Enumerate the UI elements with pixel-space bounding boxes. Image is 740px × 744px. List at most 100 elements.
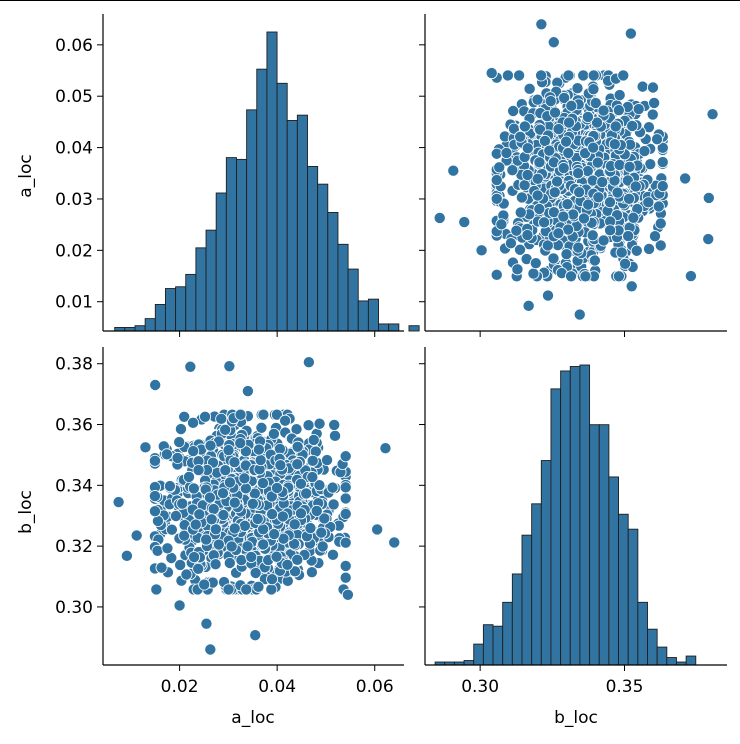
y-tick-label: 0.38 xyxy=(55,355,93,375)
scatter-point xyxy=(490,268,503,281)
y-tick-label: 0.34 xyxy=(55,476,93,496)
x-tick-label: 0.30 xyxy=(461,677,499,697)
scatter-point xyxy=(176,497,189,510)
scatter-point xyxy=(291,440,304,453)
hist-b-loc-bar xyxy=(502,601,513,666)
scatter-point xyxy=(257,408,270,421)
scatter-point xyxy=(608,138,621,151)
hist-a-loc-bar xyxy=(236,158,248,332)
scatter-point xyxy=(228,456,241,469)
scatter-point xyxy=(339,536,352,549)
scatter-point xyxy=(288,537,301,550)
scatter-point xyxy=(531,93,544,106)
scatter-point xyxy=(504,237,517,250)
scatter-point xyxy=(291,553,304,566)
hist-b-loc-bar xyxy=(492,625,504,666)
scatter-point xyxy=(619,257,632,270)
scatter-point xyxy=(558,91,571,104)
scatter-point xyxy=(514,243,527,256)
scatter-point xyxy=(305,566,318,579)
scatter-point xyxy=(339,492,352,505)
scatter-point xyxy=(702,191,715,204)
hist-a-loc-bar xyxy=(357,300,369,332)
scatter-point xyxy=(529,257,542,270)
scatter-point xyxy=(302,356,315,369)
scatter-point xyxy=(533,156,546,169)
scatter-point xyxy=(587,141,600,154)
scatter-point xyxy=(200,533,213,546)
x-tick-label: 0.06 xyxy=(356,677,394,697)
hist-a-loc-bar xyxy=(164,288,177,332)
y-tick-label: 0.06 xyxy=(55,36,93,56)
scatter-point xyxy=(589,97,602,110)
scatter-point xyxy=(234,408,247,421)
scatter-point xyxy=(216,487,229,500)
scatter-point xyxy=(249,566,262,579)
scatter-point xyxy=(294,507,307,520)
scatter-point xyxy=(604,196,617,209)
scatter-point xyxy=(591,116,604,129)
scatter-point xyxy=(178,529,191,542)
scatter-point xyxy=(495,218,508,231)
scatter-point xyxy=(178,410,191,423)
scatter-point xyxy=(521,142,534,155)
scatter-point xyxy=(189,518,202,531)
scatter-point xyxy=(548,186,561,199)
hist-b-loc-bar xyxy=(560,370,571,666)
scatter-point xyxy=(625,280,638,293)
scatter-point xyxy=(327,498,340,511)
scatter-point xyxy=(203,491,216,504)
hist-b-loc-bar xyxy=(550,388,562,666)
scatter-point xyxy=(485,67,498,80)
scatter-point xyxy=(205,513,218,526)
scatter-point xyxy=(475,244,488,257)
hist-b-loc-bar xyxy=(482,624,494,666)
hist-a-loc-bar xyxy=(276,82,288,332)
scatter-point xyxy=(646,108,659,121)
y-tick-label: 0.05 xyxy=(55,87,93,107)
scatter-point xyxy=(560,248,573,261)
scatter-point xyxy=(513,69,526,82)
scatter-point xyxy=(192,562,205,575)
scatter-point xyxy=(281,558,294,571)
scatter-point xyxy=(626,119,639,132)
hist-b-loc-bars xyxy=(434,364,697,666)
hist-b-loc-bar xyxy=(637,601,648,666)
scatter-point xyxy=(642,196,655,209)
scatter-point xyxy=(643,242,656,255)
hist-a-loc-bar xyxy=(317,183,329,332)
scatter-point xyxy=(654,239,667,252)
hist-a-loc-bar xyxy=(256,68,268,332)
scatter-point xyxy=(624,27,637,40)
scatter-point xyxy=(627,211,640,224)
scatter-point xyxy=(612,104,625,117)
scatter-point xyxy=(276,510,289,523)
scatter-point xyxy=(257,538,270,551)
scatter-point xyxy=(266,573,279,586)
hist-a-loc-bar xyxy=(327,212,339,332)
scatter-point xyxy=(541,239,554,252)
scatter-point xyxy=(318,512,331,525)
scatter-point xyxy=(597,104,610,117)
scatter-point xyxy=(579,270,592,283)
scatter-point xyxy=(557,162,570,175)
scatter-point xyxy=(702,233,715,246)
scatter-point xyxy=(557,210,570,223)
hist-b-loc-bar xyxy=(540,460,552,666)
scatter-point xyxy=(538,216,551,229)
scatter-point xyxy=(288,518,301,531)
scatter-point xyxy=(193,508,206,521)
scatter-point xyxy=(560,135,573,148)
hist-a-loc-bar xyxy=(144,318,156,332)
scatter-point xyxy=(638,145,651,158)
y-tick-label: 0.36 xyxy=(55,416,93,436)
scatter-point xyxy=(523,82,536,95)
scatter-point xyxy=(572,241,585,254)
scatter-point xyxy=(217,509,230,522)
scatter-point xyxy=(241,385,254,398)
scatter-point xyxy=(573,186,586,199)
scatter-point xyxy=(551,175,564,188)
scatter-point xyxy=(563,116,576,129)
x-axis-label-a-loc: a_loc xyxy=(231,708,274,728)
x-axis-label-b-loc: b_loc xyxy=(554,708,598,728)
